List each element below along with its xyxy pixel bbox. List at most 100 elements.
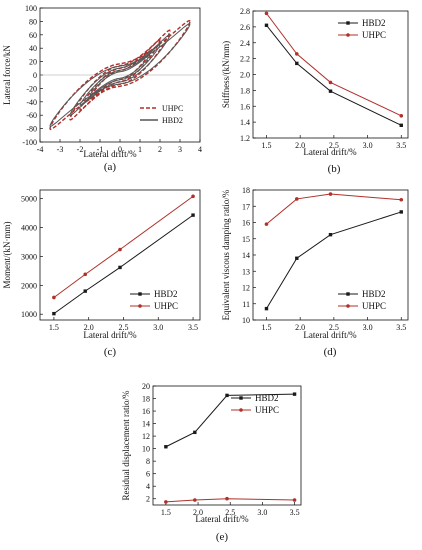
x-tick-label: 1.5 [161, 508, 171, 517]
legend-marker [239, 396, 243, 400]
y-tick-label: -40 [26, 98, 37, 107]
x-tick-label: 2.5 [118, 323, 128, 332]
x-tick-label: 3.5 [396, 323, 406, 332]
data-point-hbd2 [118, 265, 122, 270]
series-line-hbd2 [266, 24, 402, 126]
data-point-hbd2 [264, 23, 269, 27]
y-tick-label: 2000 [21, 281, 37, 290]
x-tick-label: -1 [97, 145, 104, 154]
data-point-hbd2 [399, 210, 403, 214]
y-tick-label: 0 [33, 71, 37, 80]
data-point-uhpc [295, 197, 299, 201]
data-point-hbd2 [295, 256, 299, 260]
y-tick-label: -60 [26, 111, 37, 120]
y-tick-label: 17 [242, 202, 250, 211]
y-axis-label: Equivalent viscous damping ratio/% [221, 189, 231, 320]
x-axis-label: Lateral drift/% [83, 149, 137, 159]
x-tick-label: 1.5 [261, 323, 271, 332]
y-tick-label: 3000 [21, 252, 37, 261]
legend-marker [346, 21, 350, 25]
x-tick-label: 0 [118, 145, 122, 154]
data-point-uhpc [193, 498, 197, 502]
y-tick-label: 20 [29, 58, 37, 67]
y-axis-label: Moment/(kN·mm) [2, 222, 12, 289]
series-line-uhpc [266, 13, 402, 117]
y-tick-label: 60 [29, 31, 37, 40]
x-tick-label: 3.5 [290, 508, 300, 517]
y-tick-label: 40 [29, 44, 37, 53]
data-point-uhpc [118, 247, 122, 252]
panel-label: (e) [216, 531, 229, 543]
legend-label: HBD2 [162, 116, 183, 125]
x-tick-label: 2.0 [295, 141, 305, 150]
y-tick-label: 2.4 [240, 39, 250, 48]
x-tick-label: 2.5 [225, 508, 235, 517]
y-tick-label: 1.8 [240, 86, 250, 95]
series-line-hbd2 [266, 211, 402, 309]
legend-label: HBD2 [255, 393, 279, 403]
data-point-hbd2 [164, 445, 168, 449]
y-axis-label: Residual displacement ratio/% [121, 390, 131, 500]
legend-marker [239, 408, 243, 412]
y-tick-label: 11 [242, 300, 250, 309]
y-tick-label: 4000 [21, 224, 37, 233]
data-point-uhpc [264, 11, 269, 16]
data-point-uhpc [399, 113, 404, 118]
panel-label: (d) [324, 346, 337, 358]
y-tick-label: 1.2 [240, 134, 250, 143]
panel-label: (b) [328, 163, 341, 175]
plot-frame [39, 189, 201, 321]
y-tick-label: 12 [142, 432, 150, 441]
y-tick-label: 1.6 [240, 102, 250, 111]
chart-panel-e: 1.5 2.0 2.5 3.0 3.5 2 4 6 8 10 12 14 16 18 20 Lateral d… [121, 382, 302, 543]
y-tick-label: 16 [242, 219, 250, 228]
data-point-hbd2 [292, 392, 297, 396]
x-tick-label: 3.5 [188, 323, 198, 332]
y-tick-label: 2.0 [240, 71, 250, 80]
x-tick-label: -4 [37, 145, 44, 154]
x-tick-label: 2 [158, 145, 162, 154]
y-tick-label: 14 [242, 251, 250, 260]
y-tick-label: 1000 [21, 310, 37, 319]
y-tick-label: 80 [29, 17, 37, 26]
x-tick-label: 3.0 [153, 323, 163, 332]
legend-marker [346, 292, 350, 296]
data-point-uhpc [164, 500, 168, 504]
y-tick-label: 2.2 [240, 55, 250, 64]
data-point-uhpc [292, 498, 297, 502]
data-point-hbd2 [191, 213, 195, 217]
y-tick-label: 4 [146, 482, 150, 491]
series-line-uhpc [165, 498, 295, 503]
y-tick-label: -20 [26, 84, 37, 93]
data-point-uhpc [191, 194, 195, 199]
data-point-hbd2 [83, 289, 87, 293]
x-tick-label: 1 [138, 145, 142, 154]
y-tick-label: 18 [142, 395, 150, 404]
data-point-uhpc [328, 192, 333, 196]
y-tick-label: 10 [142, 445, 150, 454]
data-point-uhpc [264, 222, 269, 226]
legend-label: UHPC [362, 30, 386, 40]
x-tick-label: 2.5 [329, 323, 339, 332]
data-point-hbd2 [193, 430, 197, 435]
chart-panel-c: 1.5 2.0 2.5 3.0 3.5 1000 2000 3000 4000 5000 Later… [2, 189, 201, 358]
y-axis-label: Lateral force/kN [2, 45, 12, 105]
y-tick-label: 13 [242, 267, 250, 276]
legend-marker [138, 304, 142, 308]
x-axis-label: Lateral drift/% [303, 330, 357, 340]
y-tick-label: 5000 [21, 195, 37, 204]
x-tick-label: 2.0 [295, 323, 305, 332]
x-tick-label: 3.0 [363, 323, 373, 332]
panel-label: (c) [104, 346, 117, 358]
hysteresis-loop-hbd2 [49, 23, 191, 127]
chart-panel-d: 1.5 2.0 2.5 3.0 3.5 10 11 12 13 14 15 16 17 18 Lateral… [221, 186, 409, 358]
y-tick-label: 15 [242, 235, 250, 244]
legend-label: HBD2 [362, 18, 386, 28]
y-tick-label: -100 [22, 138, 37, 147]
y-axis-label: Stiffness/(kN/mm) [221, 41, 231, 108]
legend-marker [346, 304, 350, 308]
y-tick-label: 2 [146, 495, 150, 504]
y-tick-label: -80 [26, 125, 37, 134]
data-point-hbd2 [328, 89, 333, 93]
x-tick-label: 3.0 [363, 141, 373, 150]
